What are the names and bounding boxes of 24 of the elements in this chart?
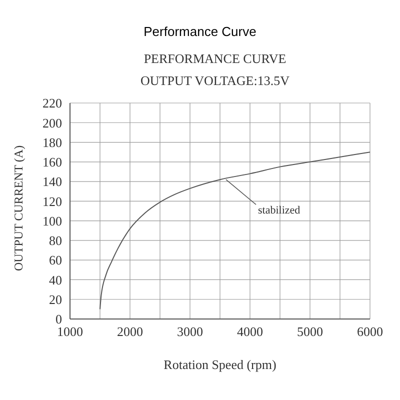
x-tick-label: 1000 [57, 324, 83, 340]
x-axis-title: Rotation Speed (rpm) [164, 357, 276, 372]
x-tick-label: 5000 [297, 324, 323, 340]
x-tick-label: 4000 [237, 324, 263, 340]
y-tick-label: 180 [42, 134, 62, 150]
line-series [100, 152, 370, 310]
y-tick-label: 200 [42, 115, 62, 130]
y-tick-label: 0 [56, 312, 62, 327]
y-tick-label: 120 [42, 194, 62, 209]
annotation: stabilized [258, 204, 301, 217]
y-tick-label: 140 [42, 174, 62, 190]
x-tick-label: 3000 [177, 324, 203, 340]
x-tick-label: 6000 [357, 324, 383, 340]
y-tick-label: 160 [42, 154, 62, 170]
x-tick-label: 2000 [117, 324, 143, 340]
chart-title: Performance Curve [142, 24, 258, 39]
y-tick-label: 40 [49, 272, 62, 288]
y-axis-title: OUTPUT CURRENT (A) [11, 145, 26, 271]
chart-subtitle: PERFORMANCE CURVE OUTPUT VOLTAGE:13.5V [140, 51, 290, 89]
y-tick-label: 80 [49, 233, 62, 248]
y-tick-label: 20 [49, 292, 62, 307]
y-tick-label: 60 [49, 252, 62, 268]
y-tick-label: 100 [42, 213, 62, 228]
y-tick-label: 220 [42, 96, 62, 111]
